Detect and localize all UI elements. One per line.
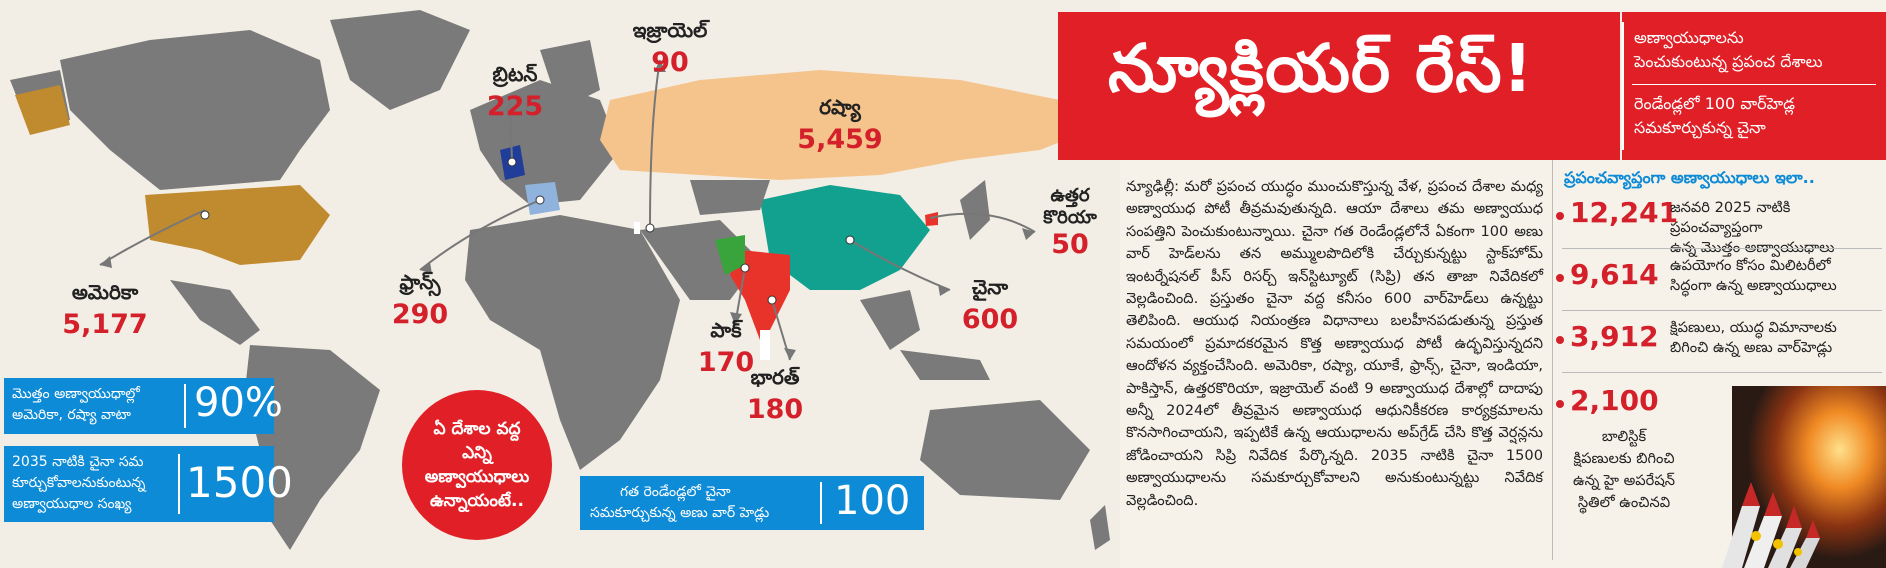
divider bbox=[178, 454, 180, 514]
china-region bbox=[760, 185, 930, 290]
box-text-line: కూర్చుకోవాలనుకుంటున్న bbox=[12, 475, 146, 491]
russia-region bbox=[600, 70, 1090, 180]
info-box-share: మొత్తం అణ్వాయుధాల్లో అమెరికా, రష్యా వాటా… bbox=[4, 378, 283, 434]
label-israel: ఇజ్రాయెల్ 90 bbox=[610, 18, 730, 78]
label-france: ఫ్రాన్స్ 290 bbox=[370, 270, 470, 330]
divider bbox=[1622, 22, 1624, 150]
world-map-panel: ఇజ్రాయెల్ 90 బ్రిటన్ 225 రష్యా 5,459 ఉత్… bbox=[4, 10, 1110, 550]
label-russia: రష్యా 5,459 bbox=[760, 95, 920, 155]
info-box-china-target: 2035 నాటికి చైనా సమ కూర్చుకోవాలనుకుంటున్… bbox=[4, 446, 293, 522]
world-map bbox=[10, 10, 1110, 550]
country-value: 5,177 bbox=[62, 309, 148, 340]
page-title: న్యూక్లియర్ రేస్! bbox=[1108, 30, 1534, 107]
divider bbox=[1562, 310, 1882, 311]
divider bbox=[1562, 372, 1882, 373]
bullet-icon bbox=[1556, 336, 1564, 344]
subtitle-line: రెండేండ్లలో 100 వార్‌హెడ్ల bbox=[1634, 94, 1795, 113]
bullet-icon bbox=[1556, 212, 1564, 220]
divider bbox=[1562, 248, 1882, 249]
box-text-line: గత రెండేండ్లలో చైనా bbox=[620, 484, 731, 500]
label-britain: బ్రిటన్ 225 bbox=[460, 62, 570, 122]
box-text: 2035 నాటికి చైనా సమ కూర్చుకోవాలనుకుంటున్… bbox=[12, 452, 145, 515]
stat-value: 12,241 bbox=[1570, 196, 1679, 229]
country-value: 180 bbox=[746, 394, 804, 425]
stat-desc-line: బిగించి ఉన్న అణు వార్‌హెడ్లు bbox=[1670, 339, 1833, 356]
divider bbox=[184, 384, 186, 428]
info-box-china-warheads: గత రెండేండ్లలో చైనా సమకూర్చుకున్న అణు వా… bbox=[580, 476, 924, 530]
stat-desc-line: ఉపయోగం కోసం మిలిటరీలో bbox=[1670, 257, 1831, 274]
stats-panel: ప్రపంచవ్యాప్తంగా అణ్వాయుధాలు ఇలా.. 12,24… bbox=[1552, 160, 1886, 568]
box-text-line: సమకూర్చుకున్న అణు వార్ హెడ్లు bbox=[590, 505, 770, 521]
usa-region bbox=[145, 185, 330, 265]
label-china: చైనా 600 bbox=[945, 275, 1035, 335]
stat-desc-line: జనవరి 2025 నాటికి ప్రపంచవ్యాప్తంగా bbox=[1670, 199, 1791, 236]
article-body: న్యూఢిల్లీ: మరో ప్రపంచ యుద్ధం ముంచుకొస్త… bbox=[1126, 178, 1543, 509]
country-name: పాక్ bbox=[710, 318, 742, 342]
alaska-region bbox=[15, 85, 70, 135]
country-value: 225 bbox=[486, 91, 544, 122]
country-name: బ్రిటన్ bbox=[492, 62, 538, 86]
box-text-line: 2035 నాటికి చైనా సమ bbox=[12, 454, 144, 470]
stat-desc: క్షిపణులు, యుద్ధ విమానాలకు బిగించి ఉన్న … bbox=[1670, 318, 1884, 358]
box-value: 1500 bbox=[186, 458, 293, 507]
subtitle-line: అణ్వాయుధాలను bbox=[1634, 28, 1744, 47]
country-name: రష్యా bbox=[819, 95, 861, 119]
stat-value: 2,100 bbox=[1570, 384, 1659, 417]
stat-desc-line: ఉన్న మొత్తం అణ్వాయుధాలు bbox=[1670, 239, 1835, 256]
box-text-line: మొత్తం అణ్వాయుధాల్లో bbox=[12, 386, 140, 402]
country-name: చైనా bbox=[972, 275, 1008, 299]
stat-desc-line: సిద్ధంగా ఉన్న అణ్వాయుధాలు bbox=[1670, 277, 1837, 294]
country-value: 170 bbox=[697, 347, 755, 378]
box-text-line: అణ్వాయుధాల సంఖ్య bbox=[12, 496, 132, 512]
stats-heading: ప్రపంచవ్యాప్తంగా అణ్వాయుధాలు ఇలా.. bbox=[1564, 168, 1815, 187]
stat-desc-line: క్షిపణులు, యుద్ధ విమానాలకు bbox=[1670, 319, 1837, 336]
subtitle-line: సమకూర్చుకున్న చైనా bbox=[1634, 118, 1766, 137]
box-value: 90% bbox=[194, 380, 283, 426]
country-name: అమెరికా bbox=[71, 280, 139, 304]
box-text-line: అమెరికా, రష్యా వాటా bbox=[12, 407, 131, 423]
country-name: ఫ్రాన్స్ bbox=[399, 270, 441, 294]
country-value: 90 bbox=[651, 47, 689, 78]
title-banner bbox=[1058, 12, 1620, 160]
arrow-heads bbox=[100, 60, 1035, 360]
country-value: 50 bbox=[1051, 229, 1089, 260]
stat-desc: బాలిస్టిక్ క్షిపణులకు బిగించి ఉన్న హై అప… bbox=[1573, 428, 1675, 511]
label-pakistan: పాక్ 170 bbox=[686, 318, 766, 378]
stat-desc: జనవరి 2025 నాటికి ప్రపంచవ్యాప్తంగా ఉన్న … bbox=[1670, 198, 1884, 258]
box-value: 100 bbox=[834, 478, 911, 524]
box-text: గత రెండేండ్లలో చైనా సమకూర్చుకున్న అణు వా… bbox=[590, 482, 769, 524]
missile-explosion-image bbox=[1722, 386, 1886, 568]
country-name: భారత్ bbox=[750, 365, 800, 389]
pakistan-region bbox=[715, 235, 745, 275]
stat-desc: ఉపయోగం కోసం మిలిటరీలో సిద్ధంగా ఉన్న అణ్వ… bbox=[1670, 256, 1884, 296]
box-text: మొత్తం అణ్వాయుధాల్లో అమెరికా, రష్యా వాటా bbox=[12, 384, 140, 426]
divider bbox=[1632, 84, 1876, 85]
stat-value: 9,614 bbox=[1570, 258, 1659, 291]
subtitle-block: అణ్వాయుధాలను పెంచుకుంటున్న ప్రపంచ దేశాలు… bbox=[1622, 12, 1886, 160]
bullet-icon bbox=[1556, 400, 1564, 408]
divider bbox=[820, 482, 822, 524]
country-name: ఇజ్రాయెల్ bbox=[632, 18, 708, 42]
divider bbox=[1552, 160, 1553, 560]
country-name: ఉత్తర కొరియా bbox=[1043, 185, 1097, 228]
label-usa: అమెరికా 5,177 bbox=[50, 280, 160, 340]
country-value: 290 bbox=[391, 299, 449, 330]
question-circle: ఏ దేశాల వద్ద ఎన్ని అణ్వాయుధాలు ఉన్నాయంటే… bbox=[402, 390, 552, 540]
country-value: 5,459 bbox=[797, 124, 883, 155]
stat-value: 3,912 bbox=[1570, 320, 1659, 353]
bullet-icon bbox=[1556, 274, 1564, 282]
country-value: 600 bbox=[961, 304, 1019, 335]
north-korea-region bbox=[925, 212, 938, 226]
label-north-korea: ఉత్తర కొరియా 50 bbox=[1030, 185, 1110, 260]
label-india: భారత్ 180 bbox=[735, 365, 815, 425]
subtitle-line: పెంచుకుంటున్న ప్రపంచ దేశాలు bbox=[1634, 52, 1823, 71]
circle-text: ఏ దేశాల వద్ద ఎన్ని అణ్వాయుధాలు ఉన్నాయంటే… bbox=[424, 419, 530, 511]
